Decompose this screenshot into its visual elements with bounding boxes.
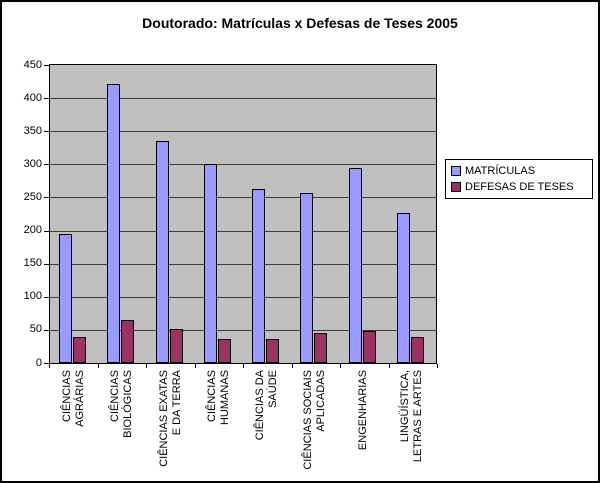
- x-axis-tick: [389, 364, 390, 368]
- bar-matriculas: [252, 189, 265, 363]
- y-axis-tick-label: 50: [29, 323, 42, 335]
- y-axis-tick: [44, 98, 49, 99]
- gridline: [50, 98, 436, 99]
- bar-defesas: [314, 333, 327, 363]
- x-axis-category-label: CIÊNCIAS EXATAS E DA TERRA: [158, 370, 183, 467]
- bar-matriculas: [349, 168, 362, 363]
- y-axis-tick-label: 200: [23, 224, 42, 236]
- legend-swatch-defesas-icon: [451, 182, 461, 193]
- x-axis-category-label: ENGENHARIAS: [357, 370, 369, 451]
- bar-matriculas: [156, 141, 169, 363]
- chart-title: Doutorado: Matrículas x Defesas de Teses…: [142, 15, 458, 31]
- legend-label-matriculas: MATRÍCULAS: [465, 164, 536, 177]
- y-axis-tick: [44, 131, 49, 132]
- bar-defesas: [121, 320, 134, 363]
- gridline: [50, 164, 436, 165]
- y-axis-tick-label: 0: [35, 357, 42, 369]
- x-axis-tick: [340, 364, 341, 368]
- y-axis-tick: [44, 231, 49, 232]
- x-axis-tick: [243, 364, 244, 368]
- y-axis-tick: [44, 264, 49, 265]
- y-axis-tick: [44, 164, 49, 165]
- gridline: [50, 197, 436, 198]
- x-axis-category-label: CIÊNCIAS DA SAÚDE: [254, 370, 279, 441]
- bar-defesas: [73, 337, 86, 363]
- y-axis-tick-label: 150: [23, 257, 42, 269]
- y-axis-tick-label: 250: [23, 191, 42, 203]
- y-axis-tick-label: 450: [23, 59, 42, 71]
- x-axis-tick: [49, 364, 50, 368]
- y-axis-tick: [44, 330, 49, 331]
- x-axis-tick: [98, 364, 99, 368]
- y-axis-tick: [44, 297, 49, 298]
- bar-defesas: [363, 331, 376, 363]
- gridline: [50, 297, 436, 298]
- legend-label-defesas: DEFESAS DE TESES: [465, 181, 574, 194]
- bar-defesas: [218, 339, 231, 363]
- gridline: [50, 264, 436, 265]
- x-axis-category-label: CIÊNCIAS AGRÁRIAS: [61, 370, 86, 427]
- y-axis-tick-label: 100: [23, 290, 42, 302]
- y-axis-tick-label: 300: [23, 158, 42, 170]
- legend-entry-defesas: DEFESAS DE TESES: [451, 181, 592, 193]
- x-axis-category-label: LINGÜÍSTICA, LETRAS E ARTES: [399, 370, 424, 463]
- plot-area: [49, 64, 437, 364]
- bar-defesas: [170, 329, 183, 363]
- legend: MATRÍCULAS DEFESAS DE TESES: [445, 159, 593, 199]
- x-axis-tick: [195, 364, 196, 368]
- x-axis-tick: [437, 364, 438, 368]
- bar-matriculas: [107, 84, 120, 363]
- bar-matriculas: [59, 234, 72, 363]
- bar-matriculas: [300, 193, 313, 363]
- gridline: [50, 330, 436, 331]
- y-axis-tick: [44, 197, 49, 198]
- bar-defesas: [411, 337, 424, 363]
- y-axis-tick: [44, 65, 49, 66]
- x-axis-category-label: CIÊNCIAS HUMANAS: [206, 370, 231, 426]
- bar-defesas: [266, 339, 279, 363]
- x-axis-tick: [292, 364, 293, 368]
- legend-swatch-matriculas-icon: [451, 165, 461, 176]
- x-axis-category-label: CIÊNCIAS SOCIAIS APLICADAS: [302, 370, 327, 470]
- bar-matriculas: [204, 164, 217, 363]
- y-axis-tick-label: 400: [23, 92, 42, 104]
- x-axis-tick: [146, 364, 147, 368]
- gridline: [50, 131, 436, 132]
- bar-matriculas: [397, 213, 410, 363]
- y-axis-tick: [44, 363, 49, 364]
- legend-entry-matriculas: MATRÍCULAS: [451, 165, 592, 177]
- x-axis-category-label: CIÊNCIAS BIOLÓGICAS: [109, 370, 134, 438]
- gridline: [50, 231, 436, 232]
- y-axis-tick-label: 350: [23, 125, 42, 137]
